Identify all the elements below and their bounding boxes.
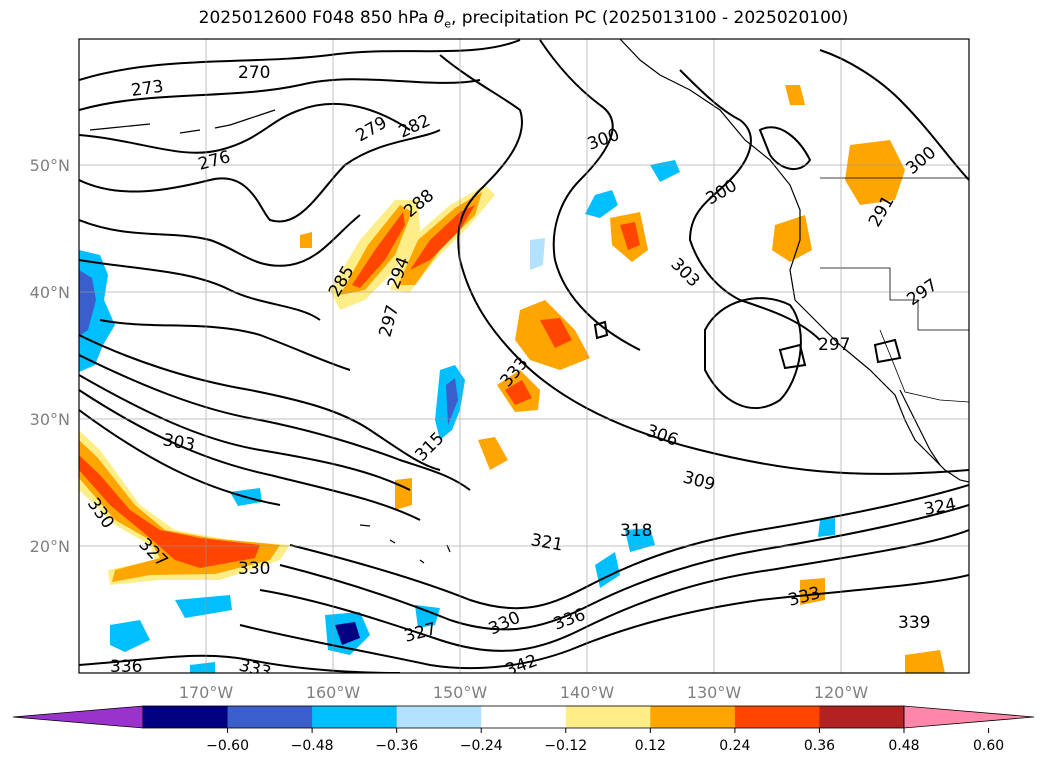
colorbar-segment bbox=[565, 706, 651, 728]
colorbar-extend-high bbox=[903, 705, 1035, 729]
precip-negative-area bbox=[110, 620, 150, 652]
lon-label: 120°W bbox=[814, 683, 869, 702]
precip-negative-area bbox=[335, 622, 360, 645]
theta-e-contours bbox=[79, 39, 969, 673]
precip-positive-area bbox=[785, 85, 805, 105]
contour-label: 318 bbox=[620, 521, 652, 541]
precip-positive-area bbox=[410, 205, 475, 270]
colorbar-extend-low bbox=[12, 705, 144, 729]
precip-negative-area bbox=[530, 238, 545, 270]
colorbar-tick-label: 0.60 bbox=[973, 738, 1004, 754]
colorbar-segment bbox=[650, 706, 736, 728]
colorbar-tick-label: 0.24 bbox=[719, 738, 750, 754]
precip-negative-area bbox=[79, 270, 96, 336]
longitude-labels: 170°W 160°W 150°W 140°W 130°W 120°W bbox=[179, 683, 869, 702]
coastlines bbox=[89, 39, 969, 564]
precip-positive-area bbox=[478, 437, 508, 470]
precip-positive-area bbox=[800, 578, 825, 605]
precip-positive-area bbox=[395, 478, 412, 510]
contour-label: 297 bbox=[818, 335, 850, 355]
precip-positive-area bbox=[352, 212, 405, 288]
precip-positive-area bbox=[505, 380, 532, 405]
lat-label: 50°N bbox=[30, 156, 70, 175]
precip-positive-area bbox=[905, 650, 945, 673]
contour-label: 339 bbox=[898, 613, 930, 633]
lon-label: 170°W bbox=[179, 683, 234, 702]
colorbar-tick-label: −0.12 bbox=[544, 738, 587, 754]
contour-label: 330 bbox=[238, 559, 270, 579]
precip-positive-area bbox=[620, 222, 640, 250]
colorbar-segment bbox=[312, 706, 398, 728]
precip-positive-area bbox=[772, 215, 812, 262]
lon-label: 160°W bbox=[306, 683, 361, 702]
colorbar-tick-label: −0.48 bbox=[291, 738, 334, 754]
precip-positive-area bbox=[845, 140, 905, 205]
colorbar-segment bbox=[227, 706, 313, 728]
map-panel: 270 273 276 279 282 285 288 291 294 297 … bbox=[79, 39, 969, 677]
precip-negative-area bbox=[190, 662, 215, 673]
colorbar: −0.60 −0.48 −0.36 −0.24 −0.12 0.12 0.24 0.36 0.4… bbox=[12, 705, 1035, 754]
colorbar-segment bbox=[819, 706, 905, 728]
colorbar-tick-label: 0.36 bbox=[804, 738, 835, 754]
precip-negative-area bbox=[415, 605, 440, 628]
lon-label: 150°W bbox=[433, 683, 488, 702]
precip-positive-area bbox=[540, 318, 572, 348]
colorbar-segment bbox=[396, 706, 482, 728]
latitude-labels: 50°N 40°N 30°N 20°N bbox=[30, 156, 70, 556]
colorbar-tick-label: 0.48 bbox=[888, 738, 919, 754]
lat-label: 40°N bbox=[30, 283, 70, 302]
gridlines bbox=[79, 39, 969, 673]
precip-negative-area bbox=[446, 378, 458, 425]
colorbar-segment bbox=[143, 706, 229, 728]
contour-label: 273 bbox=[130, 77, 165, 101]
lon-label: 140°W bbox=[560, 683, 615, 702]
map-frame bbox=[78, 38, 970, 674]
precip-positive-area bbox=[79, 455, 260, 568]
colorbar-segment bbox=[734, 706, 820, 728]
boundaries bbox=[820, 177, 969, 403]
plot-title: 2025012600 F048 850 hPa θe, precipitatio… bbox=[198, 8, 849, 31]
lat-label: 20°N bbox=[30, 537, 70, 556]
contour-label: 270 bbox=[238, 63, 270, 83]
colorbar-tick-label: −0.60 bbox=[206, 738, 249, 754]
colorbar-tick-label: −0.36 bbox=[375, 738, 418, 754]
precip-positive-area bbox=[300, 232, 312, 248]
lat-label: 30°N bbox=[30, 410, 70, 429]
colorbar-segment bbox=[481, 706, 567, 728]
lon-label: 130°W bbox=[687, 683, 742, 702]
precip-negative-area bbox=[175, 595, 232, 618]
colorbar-tick-label: −0.24 bbox=[460, 738, 503, 754]
contour-label: 336 bbox=[110, 657, 142, 677]
precip-negative-area bbox=[818, 518, 835, 537]
colorbar-frame bbox=[142, 705, 905, 729]
precip-negative-area bbox=[585, 190, 618, 218]
colorbar-tick-label: 0.12 bbox=[635, 738, 666, 754]
